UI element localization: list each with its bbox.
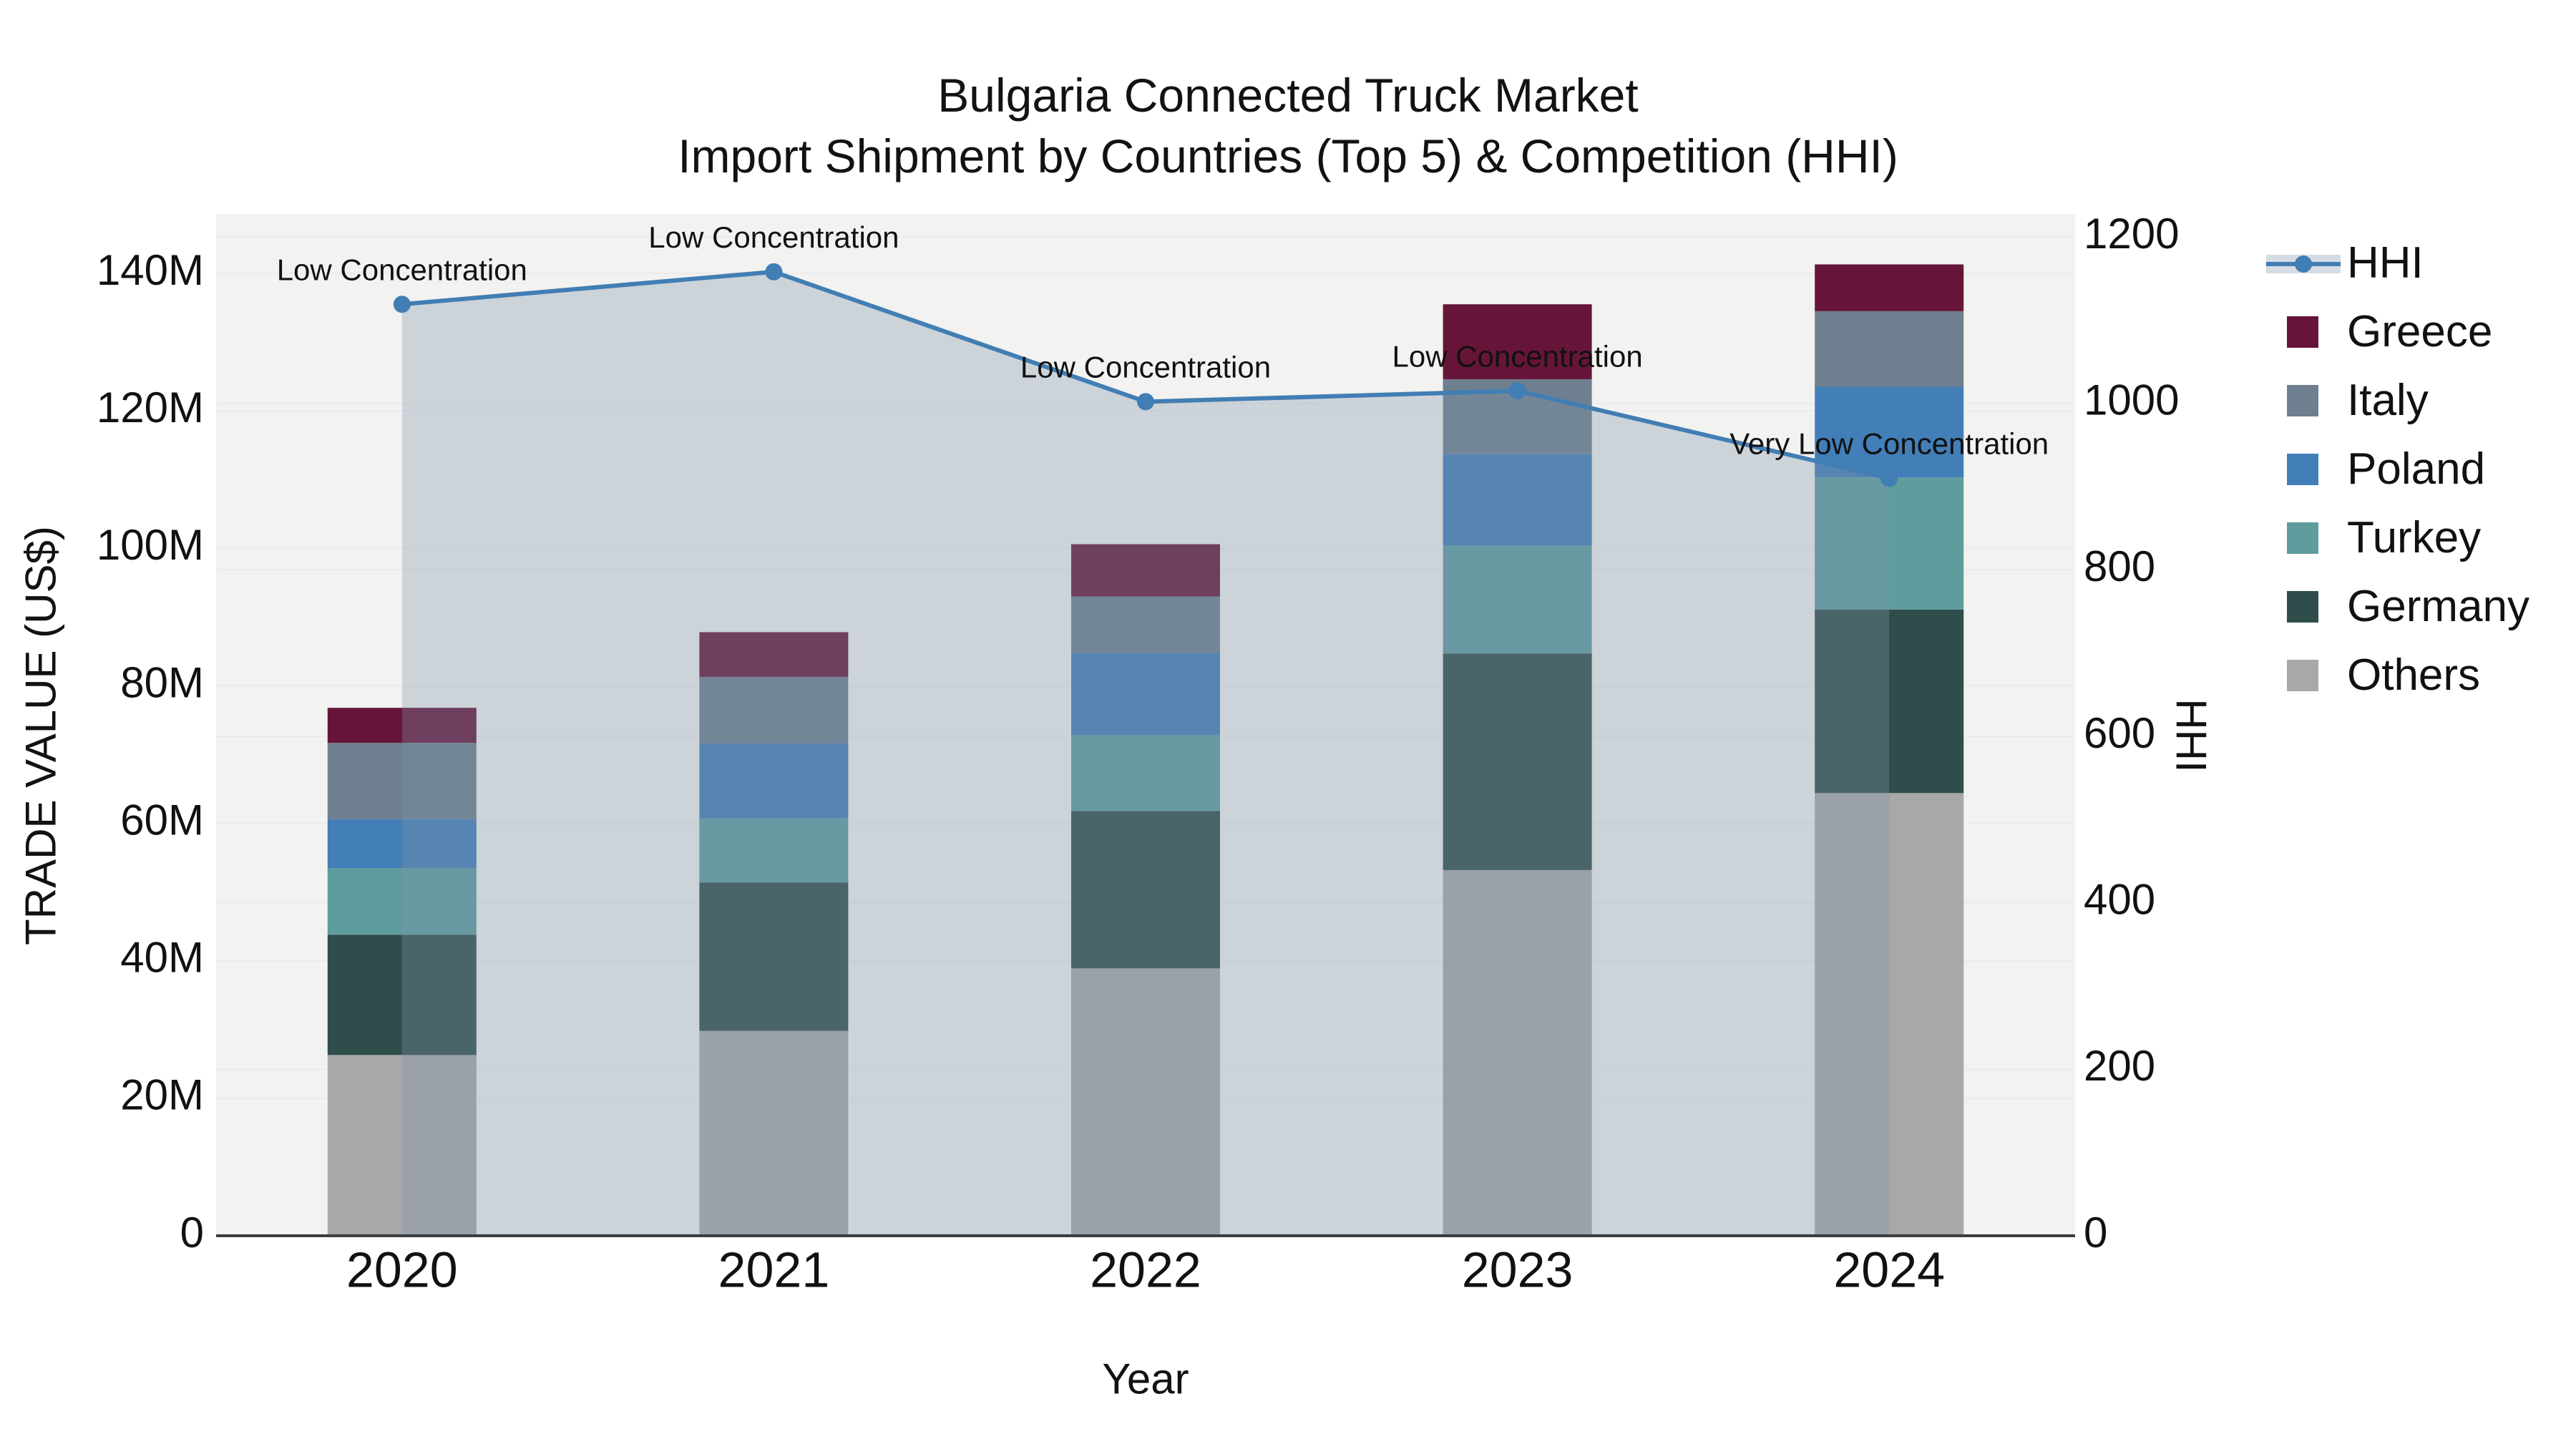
legend-swatch-icon — [2265, 504, 2347, 572]
bar-segment-greece-2023[interactable] — [1443, 304, 1592, 379]
y-left-tick-80M: 80M — [120, 658, 204, 706]
bar-segment-italy-2024[interactable] — [1815, 311, 1964, 387]
hhi-marker-2024[interactable] — [1880, 469, 1898, 487]
legend-label-greece: Greece — [2347, 307, 2493, 356]
hhi-marker-2022[interactable] — [1137, 393, 1154, 411]
legend-item-greece[interactable]: Greece — [2265, 298, 2529, 366]
y-left-tick-20M: 20M — [120, 1071, 204, 1119]
legend-swatch-icon — [2265, 641, 2347, 710]
chart-title-line2: Import Shipment by Countries (Top 5) & C… — [678, 130, 1898, 182]
hhi-marker-2023[interactable] — [1508, 382, 1526, 400]
swatch-germany — [2287, 591, 2318, 623]
y-left-tick-40M: 40M — [120, 934, 204, 982]
bar-segment-others-2023[interactable] — [1443, 869, 1592, 1236]
annotation-2023: Low Concentration — [1392, 339, 1642, 373]
bar-segment-turkey-2024[interactable] — [1815, 477, 1964, 610]
bar-segment-greece-2024[interactable] — [1815, 264, 1964, 311]
bar-segment-others-2022[interactable] — [1071, 968, 1220, 1236]
bar-segment-turkey-2023[interactable] — [1443, 545, 1592, 654]
bar-segment-greece-2020[interactable] — [327, 708, 477, 743]
y-right-tick-1000: 1000 — [2084, 376, 2179, 424]
x-tick-2022: 2022 — [1090, 1241, 1201, 1297]
annotation-2021: Low Concentration — [648, 220, 899, 254]
legend-swatch-icon — [2265, 366, 2347, 435]
legend-label-germany: Germany — [2347, 582, 2529, 631]
y-axis-title-left: TRADE VALUE (US$) — [16, 526, 65, 945]
legend-item-germany[interactable]: Germany — [2265, 572, 2529, 641]
bar-segment-germany-2022[interactable] — [1071, 811, 1220, 969]
y-left-tick-100M: 100M — [97, 521, 204, 569]
hhi-area-fill — [401, 271, 1890, 1236]
hhi-marker-2021[interactable] — [765, 263, 783, 280]
legend-label-hhi: HHI — [2347, 238, 2424, 288]
annotation-2020: Low Concentration — [277, 253, 527, 286]
legend-label-turkey: Turkey — [2347, 513, 2482, 562]
bar-segment-germany-2024[interactable] — [1815, 609, 1964, 794]
legend-label-poland: Poland — [2347, 444, 2486, 494]
bar-segment-turkey-2021[interactable] — [699, 818, 849, 883]
y-left-tick-0: 0 — [180, 1209, 204, 1257]
y-left-tick-60M: 60M — [120, 796, 204, 844]
swatch-italy — [2287, 385, 2318, 416]
swatch-turkey — [2287, 522, 2318, 554]
legend-item-turkey[interactable]: Turkey — [2265, 504, 2529, 572]
y-right-tick-200: 200 — [2084, 1042, 2155, 1090]
bar-segment-italy-2021[interactable] — [699, 676, 849, 744]
x-tick-2023: 2023 — [1462, 1241, 1574, 1297]
hhi-marker-dot-icon — [2295, 255, 2312, 273]
x-tick-2020: 2020 — [346, 1241, 458, 1297]
y-left-tick-120M: 120M — [97, 384, 204, 431]
bar-segment-poland-2021[interactable] — [699, 743, 849, 819]
bar-segment-greece-2022[interactable] — [1071, 544, 1220, 597]
bar-segment-others-2021[interactable] — [699, 1030, 849, 1236]
bar-segment-poland-2023[interactable] — [1443, 454, 1592, 546]
hhi-marker-2020[interactable] — [393, 296, 411, 313]
x-tick-2024: 2024 — [1833, 1241, 1945, 1297]
bar-segment-others-2020[interactable] — [327, 1055, 477, 1236]
swatch-greece — [2287, 316, 2318, 348]
bar-segment-germany-2023[interactable] — [1443, 653, 1592, 870]
bar-segment-others-2024[interactable] — [1815, 793, 1964, 1236]
y-right-tick-600: 600 — [2084, 709, 2155, 757]
swatch-poland — [2287, 454, 2318, 485]
y-right-tick-400: 400 — [2084, 876, 2155, 924]
legend-item-poland[interactable]: Poland — [2265, 435, 2529, 504]
x-tick-2021: 2021 — [718, 1241, 830, 1297]
bar-segment-poland-2022[interactable] — [1071, 653, 1220, 736]
bar-segment-turkey-2020[interactable] — [327, 868, 477, 935]
hhi-line-icon — [2265, 229, 2347, 298]
legend-swatch-icon — [2265, 298, 2347, 366]
bar-segment-germany-2020[interactable] — [327, 935, 477, 1055]
bar-segment-italy-2022[interactable] — [1071, 596, 1220, 653]
legend: HHI Greece Italy Poland Turkey Germany Others — [2265, 229, 2529, 710]
y-right-tick-0: 0 — [2084, 1209, 2107, 1257]
annotation-2022: Low Concentration — [1020, 350, 1271, 384]
legend-label-italy: Italy — [2347, 376, 2429, 425]
bar-segment-italy-2020[interactable] — [327, 743, 477, 819]
legend-swatch-icon — [2265, 435, 2347, 504]
y-axis-title-right: HHI — [2167, 698, 2215, 773]
legend-swatch-icon — [2265, 572, 2347, 641]
bar-segment-poland-2024[interactable] — [1815, 386, 1964, 478]
chart-title-line1: Bulgaria Connected Truck Market — [937, 69, 1639, 122]
bar-segment-greece-2021[interactable] — [699, 632, 849, 677]
legend-label-others: Others — [2347, 650, 2481, 700]
annotation-2024: Very Low Concentration — [1729, 426, 2049, 460]
swatch-others — [2287, 660, 2318, 691]
legend-item-others[interactable]: Others — [2265, 641, 2529, 710]
bar-segment-poland-2020[interactable] — [327, 819, 477, 869]
legend-item-italy[interactable]: Italy — [2265, 366, 2529, 435]
legend-item-hhi[interactable]: HHI — [2265, 229, 2529, 298]
y-left-tick-140M: 140M — [97, 246, 204, 294]
y-right-tick-800: 800 — [2084, 542, 2155, 590]
y-right-tick-1200: 1200 — [2084, 210, 2179, 258]
bar-segment-germany-2021[interactable] — [699, 882, 849, 1031]
x-axis-title: Year — [1102, 1355, 1189, 1403]
bar-segment-turkey-2022[interactable] — [1071, 735, 1220, 811]
